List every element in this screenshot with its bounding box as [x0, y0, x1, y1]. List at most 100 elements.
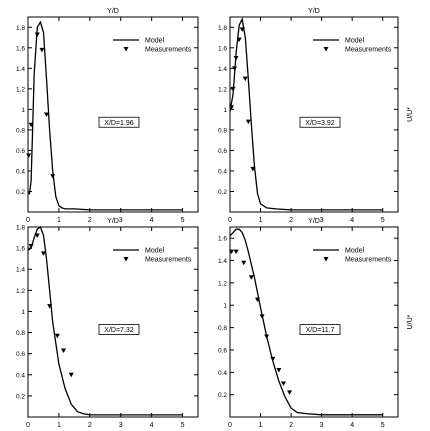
y-tick-label: 1.2: [218, 280, 227, 287]
legend-label-model: Model: [145, 38, 165, 45]
x-tick-label: 2: [289, 217, 293, 224]
y-tick-label: 0.4: [218, 370, 227, 377]
x-tick-label: 1: [259, 217, 263, 224]
y-tick-label: 1.6: [16, 246, 25, 253]
x-tick-label: 1: [57, 422, 61, 429]
plot-frame: [27, 226, 199, 418]
y-axis-label: U/U*: [407, 107, 414, 122]
x-tick-label: 3: [320, 422, 324, 429]
y-tick-label: 1.2: [16, 288, 25, 295]
series-line-model: [229, 17, 383, 211]
x-tick-label: 4: [350, 217, 354, 224]
data-point-measurement: [245, 119, 251, 125]
y-tick-label: 1.8: [218, 25, 227, 32]
data-point-measurement: [50, 174, 56, 179]
annotation-label: X/D=7.32: [104, 327, 133, 334]
x-tick-label: 4: [150, 217, 154, 224]
data-point-measurement: [40, 251, 46, 256]
data-point-measurement: [233, 249, 239, 255]
data-point-measurement: [254, 297, 260, 303]
x-tick-label: 3: [119, 217, 123, 224]
y-tick-label: 1.4: [16, 267, 25, 274]
y-tick-label: 0.4: [218, 168, 227, 175]
y-tick-label: 1.8: [16, 225, 25, 232]
panel-title: Y/D: [107, 218, 119, 225]
data-point-measurement: [34, 32, 40, 37]
data-point-measurement: [239, 27, 245, 32]
legend-label-measurement: Measurements: [145, 47, 192, 54]
data-point-measurement: [230, 86, 236, 92]
annotation-box: [299, 324, 341, 335]
x-tick-label: 5: [381, 422, 385, 429]
y-axis-label: U/U*: [407, 314, 414, 329]
x-tick-label: 0: [26, 217, 30, 224]
x-tick-label: 1: [57, 217, 61, 224]
x-tick-label: 2: [289, 422, 293, 429]
y-tick-label: 0.2: [218, 392, 227, 399]
y-tick-label: 1.4: [218, 66, 227, 73]
plot-frame: [229, 16, 399, 213]
x-tick-label: 3: [320, 217, 324, 224]
data-point-measurement: [229, 249, 235, 255]
legend-label-measurement: Measurements: [345, 47, 392, 54]
legend-marker-measurement: [323, 257, 329, 262]
x-tick-label: 2: [88, 217, 92, 224]
y-tick-label: 1: [223, 303, 227, 310]
panel-title: Y/D: [107, 8, 119, 15]
annotation-label: X/D=11.7: [306, 327, 335, 334]
y-tick-label: 0.6: [218, 347, 227, 354]
x-tick-label: 4: [350, 422, 354, 429]
y-tick-label: 0.6: [16, 148, 25, 155]
y-tick-label: 0.8: [16, 127, 25, 134]
annotation-box: [98, 324, 140, 335]
data-point-measurement: [270, 356, 276, 362]
legend-label-measurement: Measurements: [145, 257, 192, 264]
annotation-label: X/D=1.96: [104, 120, 133, 127]
data-point-measurement: [44, 112, 50, 117]
data-point-measurement: [248, 275, 254, 280]
y-tick-label: 1.4: [16, 66, 25, 73]
y-tick-label: 0.6: [16, 351, 25, 358]
series-line-model: [27, 20, 183, 211]
y-tick-label: 1.6: [16, 45, 25, 52]
legend-marker-measurement: [123, 257, 129, 262]
data-point-measurement: [241, 260, 247, 266]
legend-label-model: Model: [345, 248, 365, 255]
legend-marker-measurement: [123, 47, 129, 52]
y-tick-label: 1.2: [16, 86, 25, 93]
series-line-model: [27, 225, 183, 416]
data-point-measurement: [233, 56, 239, 61]
y-tick-label: 0.8: [218, 127, 227, 134]
legend-label-model: Model: [345, 38, 365, 45]
y-tick-label: 1.6: [218, 236, 227, 243]
y-tick-label: 0.6: [218, 148, 227, 155]
data-point-measurement: [236, 37, 242, 43]
y-tick-label: 0.8: [218, 325, 227, 332]
data-point-measurement: [39, 47, 45, 53]
data-point-measurement: [276, 368, 282, 373]
x-tick-label: 0: [228, 422, 232, 429]
data-point-measurement: [280, 381, 286, 386]
panel-title: Y/D: [308, 218, 320, 225]
data-point-measurement: [47, 304, 53, 309]
data-point-measurement: [28, 122, 34, 128]
chart-panel-top-left: 0 1 2 3 4 5 0.2 0.4 0.6 0.8 1 1.2 1.4 1.6 1.8 Y/D Model M…: [16, 8, 199, 224]
x-tick-label: 5: [181, 422, 185, 429]
data-point-measurement: [68, 372, 74, 378]
data-point-measurement: [229, 105, 235, 110]
y-tick-label: 0.4: [16, 168, 25, 175]
y-tick-label: 1: [21, 309, 25, 316]
y-tick-label: 1: [223, 107, 227, 114]
annotation-label: X/D=3.92: [305, 120, 334, 127]
chart-panel-bottom-right: 0 1 2 3 4 5 0.2 0.4 0.6 0.8 1 1.2 1.4 1.6 Y/D U/U* Model…: [218, 218, 414, 429]
data-point-measurement: [242, 76, 248, 82]
x-tick-label: 0: [228, 217, 232, 224]
y-tick-label: 1.4: [218, 258, 227, 265]
x-tick-label: 0: [26, 422, 30, 429]
legend-marker-measurement: [323, 47, 329, 52]
plot-frame: [27, 16, 199, 213]
legend-label-model: Model: [145, 248, 165, 255]
y-tick-label: 0.2: [16, 189, 25, 196]
x-tick-label: 2: [88, 422, 92, 429]
